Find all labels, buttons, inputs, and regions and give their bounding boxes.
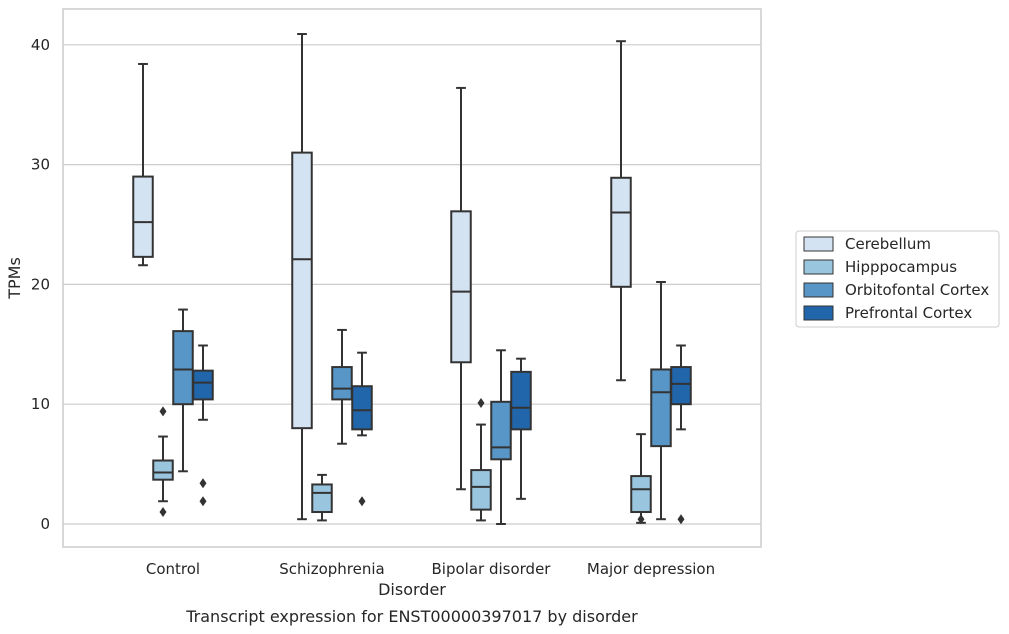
y-axis-label: TPMs	[5, 257, 24, 300]
box-iqr	[351, 385, 373, 431]
y-axis-ticks: 0 10 20 30 40	[31, 36, 50, 533]
y-tick-label: 20	[31, 275, 50, 293]
x-tick-label: Bipolar disorder	[432, 560, 552, 578]
box-iqr	[331, 366, 353, 401]
x-tick-label: Schizophrenia	[279, 560, 384, 578]
box-iqr	[172, 330, 194, 406]
box-iqr	[630, 475, 652, 514]
series-prefrontal-cortex	[192, 344, 692, 525]
outlier-point	[637, 514, 645, 525]
legend-swatch	[803, 305, 834, 321]
y-tick-label: 10	[31, 395, 50, 413]
box-iqr	[132, 175, 154, 258]
box-major-depression	[630, 433, 652, 525]
box-iqr	[450, 210, 472, 364]
x-axis-ticks: Control Schizophrenia Bipolar disorder Majo…	[146, 560, 715, 578]
x-axis-label: Disorder	[378, 580, 446, 599]
box-schizophrenia	[291, 33, 313, 521]
series-orbitofontal-cortex	[172, 281, 672, 525]
y-tick-label: 30	[31, 156, 50, 174]
x-tick-label: Major depression	[587, 560, 715, 578]
legend-swatch	[803, 236, 834, 252]
box-iqr	[152, 459, 174, 481]
box-control	[172, 308, 194, 473]
legend-item: Hipppocampus	[803, 258, 957, 276]
box-iqr	[510, 370, 532, 431]
legend-label: Hipppocampus	[845, 258, 957, 276]
box-iqr	[192, 369, 214, 401]
outlier-point	[677, 514, 685, 525]
outlier-point	[477, 398, 485, 409]
legend-swatch	[803, 259, 834, 275]
series-cerebellum	[132, 33, 632, 521]
legend-label: Orbitofontal Cortex	[845, 281, 989, 299]
box-iqr	[610, 176, 632, 288]
box-iqr	[311, 483, 333, 514]
box-schizophrenia	[351, 351, 373, 507]
box-control	[132, 62, 154, 267]
outlier-point	[199, 478, 207, 489]
y-tick-label: 40	[31, 36, 50, 54]
box-iqr	[650, 368, 672, 448]
outlier-point	[159, 507, 167, 518]
legend-label: Cerebellum	[845, 235, 931, 253]
legend: Cerebellum Hipppocampus Orbitofontal Corte…	[795, 230, 1000, 328]
box-schizophrenia	[331, 328, 353, 445]
outlier-point	[159, 406, 167, 417]
box-bipolar-disorder	[470, 398, 492, 522]
plot-area-frame	[62, 8, 762, 548]
box-iqr	[670, 366, 692, 406]
y-tick-label: 0	[40, 515, 50, 533]
x-tick-label: Control	[146, 560, 200, 578]
box-iqr	[490, 400, 512, 461]
outlier-point	[358, 496, 366, 507]
box-bipolar-disorder	[490, 349, 512, 525]
box-major-depression	[670, 344, 692, 525]
outlier-point	[199, 496, 207, 507]
box-major-depression	[650, 281, 672, 521]
legend-item: Cerebellum	[803, 235, 931, 253]
legend-item: Prefrontal Cortex	[803, 304, 972, 322]
box-schizophrenia	[311, 473, 333, 522]
box-series-group	[132, 33, 692, 525]
box-bipolar-disorder	[450, 86, 472, 491]
figure-caption: Transcript expression for ENST0000039701…	[185, 607, 638, 626]
box-bipolar-disorder	[510, 357, 532, 500]
series-hipppocampus	[152, 398, 652, 525]
box-control	[152, 406, 174, 518]
box-control	[192, 344, 214, 507]
legend-label: Prefrontal Cortex	[845, 304, 972, 322]
legend-swatch	[803, 282, 834, 298]
box-major-depression	[610, 40, 632, 382]
box-iqr	[291, 151, 313, 430]
box-iqr	[470, 469, 492, 511]
plot-area-background	[63, 9, 761, 547]
legend-frame	[795, 230, 1000, 328]
legend-item: Orbitofontal Cortex	[803, 281, 989, 299]
